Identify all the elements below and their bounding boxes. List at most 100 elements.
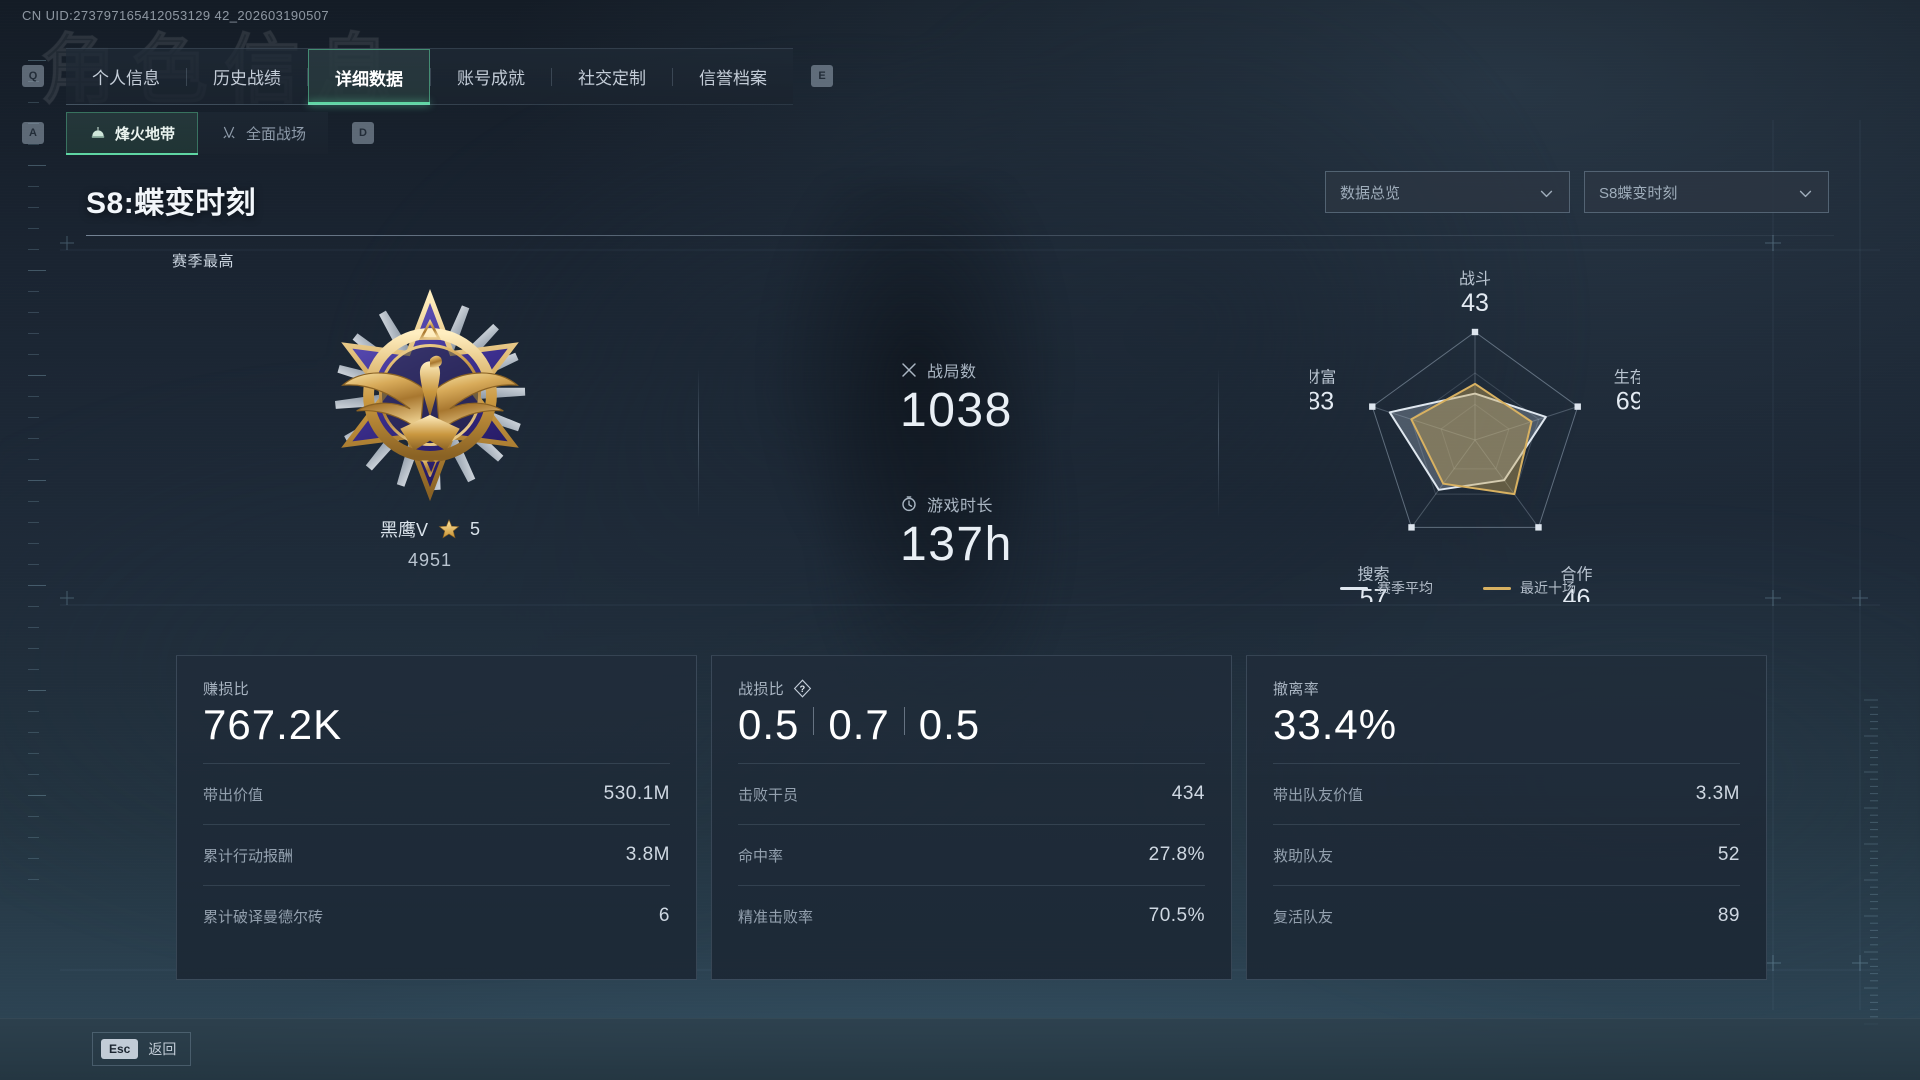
radar-vertex-2 xyxy=(1535,524,1542,531)
bottom-bar xyxy=(0,1018,1920,1080)
stat-card-headline: 0.5 0.7 0.5 xyxy=(738,701,1205,749)
stat-row: 累计行动报酬 3.8M xyxy=(203,824,670,885)
stat-row: 累计破译曼德尔砖 6 xyxy=(203,885,670,946)
radar-legend: 赛季平均 最近十场 xyxy=(1340,578,1620,598)
stat-row-label: 精准击败率 xyxy=(738,908,814,926)
headline-value-1: 0.7 xyxy=(828,701,890,748)
stat-row-label: 救助队友 xyxy=(1273,847,1334,865)
chevron-down-icon[interactable] xyxy=(1538,185,1555,202)
help-icon[interactable]: ? xyxy=(793,679,812,698)
helmet-icon xyxy=(91,126,105,138)
radar-legend-swatch xyxy=(1340,586,1368,590)
nav-tab-1[interactable]: 历史战绩 xyxy=(187,49,307,104)
mode-tab-0[interactable]: 烽火地带 xyxy=(66,112,199,155)
dropdown-value: 数据总览 xyxy=(1340,184,1401,202)
stat-card-group: 赚损比 767.2K 带出价值 530.1M 累计行动报酬 3.8M 累计破译曼德尔砖 6 战损… xyxy=(176,655,1767,980)
radar-axis-value-4: 83 xyxy=(1310,388,1334,416)
nav-next-key[interactable]: E xyxy=(811,65,833,87)
svg-text:V: V xyxy=(421,456,438,482)
chevron-down-icon[interactable] xyxy=(1797,185,1814,202)
radar-axis-value-0: 43 xyxy=(1461,289,1489,317)
stat-row-value: 530.1M xyxy=(603,783,670,804)
back-button[interactable]: Esc 返回 xyxy=(92,1032,192,1066)
nav-separator xyxy=(307,67,308,86)
stat-row-value: 6 xyxy=(658,905,670,926)
nav-tab-4[interactable]: 社交定制 xyxy=(552,49,672,104)
headline-separator xyxy=(813,707,815,735)
nav-tab-label: 历史战绩 xyxy=(213,69,281,88)
stat-card-title: 赚损比 xyxy=(203,681,250,698)
dropdown-season-select[interactable]: S8蝶变时刻 xyxy=(1584,171,1829,213)
background-silhouette xyxy=(700,180,1130,740)
nav-separator xyxy=(430,67,431,86)
dropdown-data-overview[interactable]: 数据总览 xyxy=(1325,171,1570,213)
svg-text:?: ? xyxy=(800,684,806,694)
radar-legend-label: 赛季平均 xyxy=(1377,580,1433,596)
nav-tab-label: 账号成就 xyxy=(457,69,525,88)
hero-divider-left xyxy=(698,368,699,518)
stat-row-label: 击败干员 xyxy=(738,786,799,804)
radar-legend-item-0: 赛季平均 xyxy=(1340,578,1433,598)
season-header: S8:蝶变时刻 xyxy=(86,178,1834,236)
mode-tab-bar: A 烽火地带 全面战场 D xyxy=(0,112,375,155)
crossed-swords-icon xyxy=(902,363,916,377)
stat-row: 带出队友价值 3.3M xyxy=(1273,763,1740,824)
stat-row: 命中率 27.8% xyxy=(738,824,1205,885)
stat-row-value: 52 xyxy=(1717,844,1740,865)
mode-next-key[interactable]: D xyxy=(352,122,375,144)
headline-value-2: 0.5 xyxy=(918,701,981,748)
stat-row-value: 27.8% xyxy=(1148,844,1205,865)
stat-card-headline: 767.2K xyxy=(203,701,670,749)
nav-tab-label: 个人信息 xyxy=(92,69,160,88)
mid-stat-label: 战局数 xyxy=(927,364,977,381)
primary-navigation: Q 个人信息 历史战绩 详细数据 账号成就 社交定制 信誉档案 E xyxy=(0,48,1000,105)
uid-label: CN UID:273797165412053129 42_20260319050… xyxy=(22,8,329,23)
headline-separator xyxy=(903,707,905,735)
stat-card-title: 战损比 xyxy=(738,681,785,698)
radar-axis-value-1: 69 xyxy=(1616,388,1640,416)
stat-card-rows: 击败干员 434 命中率 27.8% 精准击败率 70.5% xyxy=(738,763,1205,946)
mode-tab-label: 烽火地带 xyxy=(115,126,176,143)
radar-vertex-3 xyxy=(1408,524,1415,531)
stat-row: 带出价值 530.1M xyxy=(203,763,670,824)
rank-name-row: 黑鹰V 5 xyxy=(300,516,560,542)
mode-tab-strip: 烽火地带 全面战场 xyxy=(66,112,329,155)
radar-legend-item-1: 最近十场 xyxy=(1483,578,1576,598)
stat-row: 复活队友 89 xyxy=(1273,885,1740,946)
stat-row-label: 带出队友价值 xyxy=(1273,786,1364,804)
nav-tab-2[interactable]: 详细数据 xyxy=(308,49,430,105)
attribute-radar-chart: 战斗 43 生存 69 合作 46 搜索 57 财富 83 xyxy=(1304,262,1645,612)
stat-card-2: 撤离率 33.4% 带出队友价值 3.3M 救助队友 52 复活队友 89 xyxy=(1246,655,1767,980)
nav-tab-5[interactable]: 信誉档案 xyxy=(673,49,793,104)
mid-stat-label-row: 游戏时长 xyxy=(900,492,1013,516)
stat-row-label: 累计破译曼德尔砖 xyxy=(203,908,324,926)
nav-tab-3[interactable]: 账号成就 xyxy=(431,49,551,104)
nav-prev-key[interactable]: Q xyxy=(22,65,44,87)
stat-row-value: 3.3M xyxy=(1695,783,1740,804)
nav-tab-label: 详细数据 xyxy=(335,69,403,89)
radar-axis-label-0: 战斗 xyxy=(1459,270,1491,288)
mode-tab-1[interactable]: 全面战场 xyxy=(198,112,328,154)
back-button-label: 返回 xyxy=(148,1041,177,1057)
nav-separator xyxy=(551,67,552,86)
radar-axis-label-3: 搜索 xyxy=(1358,565,1390,583)
nav-tab-label: 社交定制 xyxy=(578,69,646,88)
nav-separator xyxy=(672,67,673,86)
radar-axis-label-1: 生存 xyxy=(1614,369,1640,387)
stat-row-value: 3.8M xyxy=(625,844,670,865)
stat-spacer xyxy=(900,438,1013,492)
stat-card-rows: 带出队友价值 3.3M 救助队友 52 复活队友 89 xyxy=(1273,763,1740,946)
season-title: S8:蝶变时刻 xyxy=(86,187,257,220)
stat-row-label: 命中率 xyxy=(738,847,784,865)
stat-row-label: 累计行动报酬 xyxy=(203,847,294,865)
season-best-label: 赛季最高 xyxy=(172,253,235,270)
mode-prev-key[interactable]: A xyxy=(22,122,44,144)
radar-series-1 xyxy=(1410,382,1533,496)
mid-stat-label: 游戏时长 xyxy=(927,497,994,515)
stat-card-title-row: 撤离率 xyxy=(1273,678,1740,699)
nav-tab-0[interactable]: 个人信息 xyxy=(66,49,186,104)
stat-card-1: 战损比? 0.5 0.7 0.5 击败干员 434 命中率 27.8% 精准击败率 70.5% xyxy=(711,655,1232,980)
radar-axis-label-4: 财富 xyxy=(1310,369,1336,387)
stat-row-value: 70.5% xyxy=(1148,905,1205,926)
mid-stat-label-row: 战局数 xyxy=(900,358,1013,382)
